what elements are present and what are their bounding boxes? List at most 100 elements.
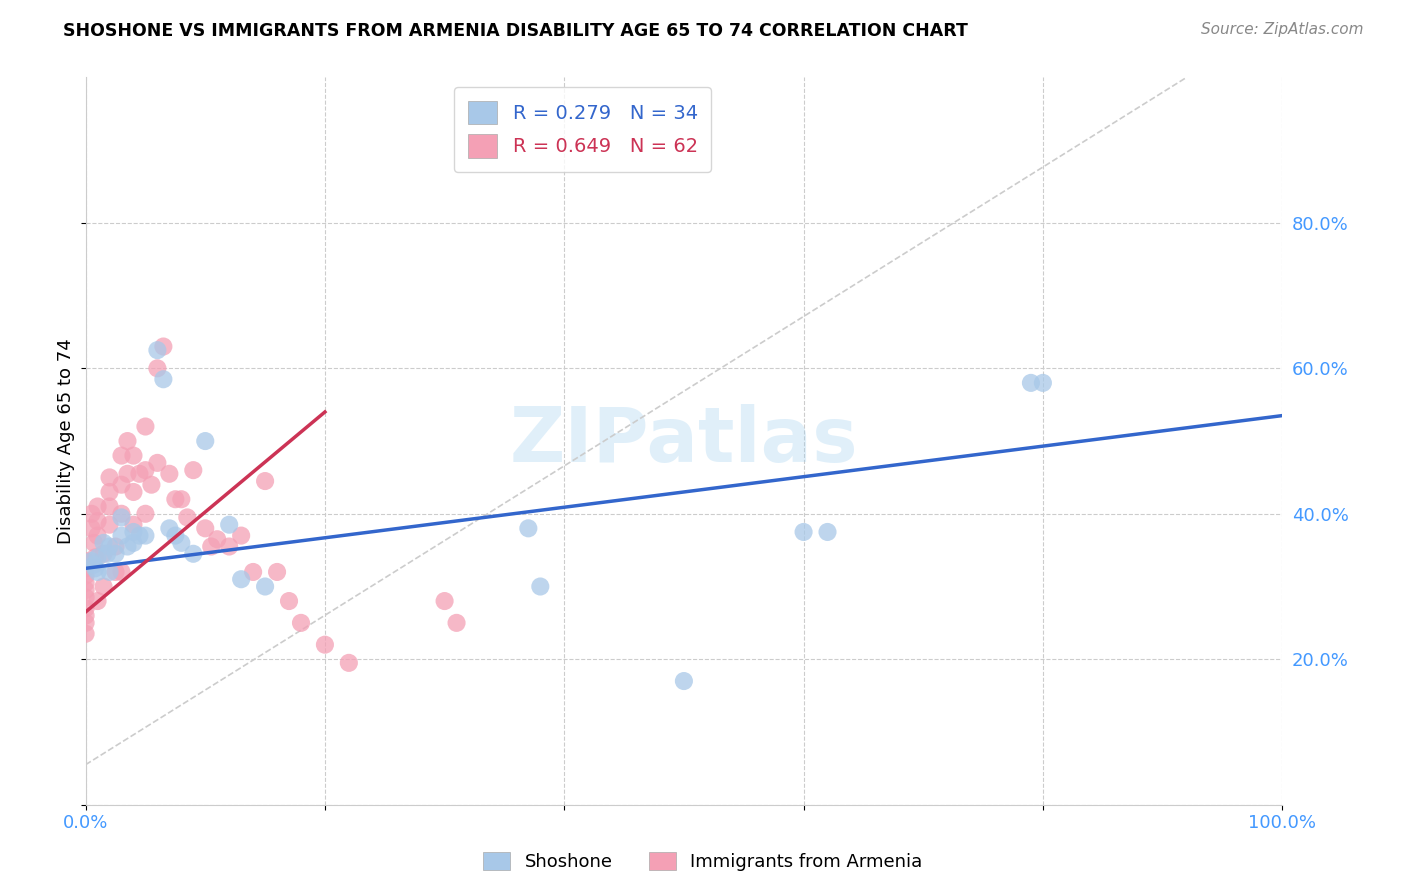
Point — [80, 554, 103, 568]
Point — [134, 528, 156, 542]
Point — [117, 540, 139, 554]
Point — [96, 547, 118, 561]
Point — [433, 594, 456, 608]
Point — [117, 467, 139, 481]
Point — [146, 361, 169, 376]
Point — [290, 615, 312, 630]
Point — [231, 572, 253, 586]
Point — [231, 528, 253, 542]
Point — [278, 594, 301, 608]
Point — [254, 474, 277, 488]
Point — [152, 372, 174, 386]
Point — [110, 507, 132, 521]
Point — [817, 524, 839, 539]
Point — [75, 608, 97, 623]
Point — [134, 507, 156, 521]
Point — [86, 565, 108, 579]
Point — [122, 485, 145, 500]
Point — [134, 463, 156, 477]
Point — [194, 434, 217, 448]
Point — [84, 550, 107, 565]
Point — [110, 477, 132, 491]
Point — [218, 517, 240, 532]
Point — [205, 533, 228, 547]
Point — [128, 467, 150, 481]
Point — [122, 517, 145, 532]
Point — [86, 528, 108, 542]
Point — [117, 434, 139, 448]
Point — [152, 339, 174, 353]
Point — [122, 536, 145, 550]
Point — [146, 456, 169, 470]
Point — [98, 517, 121, 532]
Point — [170, 536, 193, 550]
Point — [110, 449, 132, 463]
Point — [337, 656, 360, 670]
Point — [80, 507, 103, 521]
Point — [157, 521, 180, 535]
Point — [75, 554, 97, 568]
Point — [1032, 376, 1054, 390]
Legend: R = 0.279   N = 34, R = 0.649   N = 62: R = 0.279 N = 34, R = 0.649 N = 62 — [454, 87, 711, 171]
Point — [93, 536, 115, 550]
Point — [98, 485, 121, 500]
Point — [134, 419, 156, 434]
Point — [86, 514, 108, 528]
Point — [110, 528, 132, 542]
Point — [84, 561, 107, 575]
Point — [83, 536, 105, 550]
Point — [181, 547, 204, 561]
Point — [98, 470, 121, 484]
Point — [314, 638, 336, 652]
Point — [80, 521, 103, 535]
Point — [104, 565, 127, 579]
Point — [1019, 376, 1042, 390]
Point — [75, 575, 97, 590]
Point — [75, 627, 97, 641]
Point — [529, 580, 551, 594]
Point — [170, 492, 193, 507]
Point — [446, 615, 468, 630]
Point — [75, 583, 97, 598]
Point — [75, 561, 97, 575]
Point — [86, 500, 108, 514]
Point — [200, 540, 222, 554]
Point — [218, 540, 240, 554]
Point — [86, 594, 108, 608]
Text: ZIPatlas: ZIPatlas — [509, 404, 858, 478]
Text: Source: ZipAtlas.com: Source: ZipAtlas.com — [1201, 22, 1364, 37]
Point — [517, 521, 540, 535]
Point — [110, 565, 132, 579]
Legend: Shoshone, Immigrants from Armenia: Shoshone, Immigrants from Armenia — [477, 845, 929, 879]
Point — [165, 492, 187, 507]
Point — [98, 565, 121, 579]
Point — [93, 547, 115, 561]
Point — [75, 568, 97, 582]
Point — [181, 463, 204, 477]
Point — [98, 540, 121, 554]
Point — [141, 477, 163, 491]
Y-axis label: Disability Age 65 to 74: Disability Age 65 to 74 — [58, 338, 75, 544]
Point — [104, 540, 127, 554]
Point — [98, 500, 121, 514]
Point — [83, 558, 105, 572]
Point — [110, 510, 132, 524]
Point — [93, 580, 115, 594]
Text: SHOSHONE VS IMMIGRANTS FROM ARMENIA DISABILITY AGE 65 TO 74 CORRELATION CHART: SHOSHONE VS IMMIGRANTS FROM ARMENIA DISA… — [63, 22, 969, 40]
Point — [793, 524, 815, 539]
Point — [75, 601, 97, 615]
Point — [266, 565, 288, 579]
Point — [254, 580, 277, 594]
Point — [165, 528, 187, 542]
Point — [176, 510, 198, 524]
Point — [104, 547, 127, 561]
Point — [86, 550, 108, 565]
Point — [128, 528, 150, 542]
Point — [672, 674, 695, 689]
Point — [75, 591, 97, 605]
Point — [75, 615, 97, 630]
Point — [242, 565, 264, 579]
Point — [146, 343, 169, 358]
Point — [157, 467, 180, 481]
Point — [122, 524, 145, 539]
